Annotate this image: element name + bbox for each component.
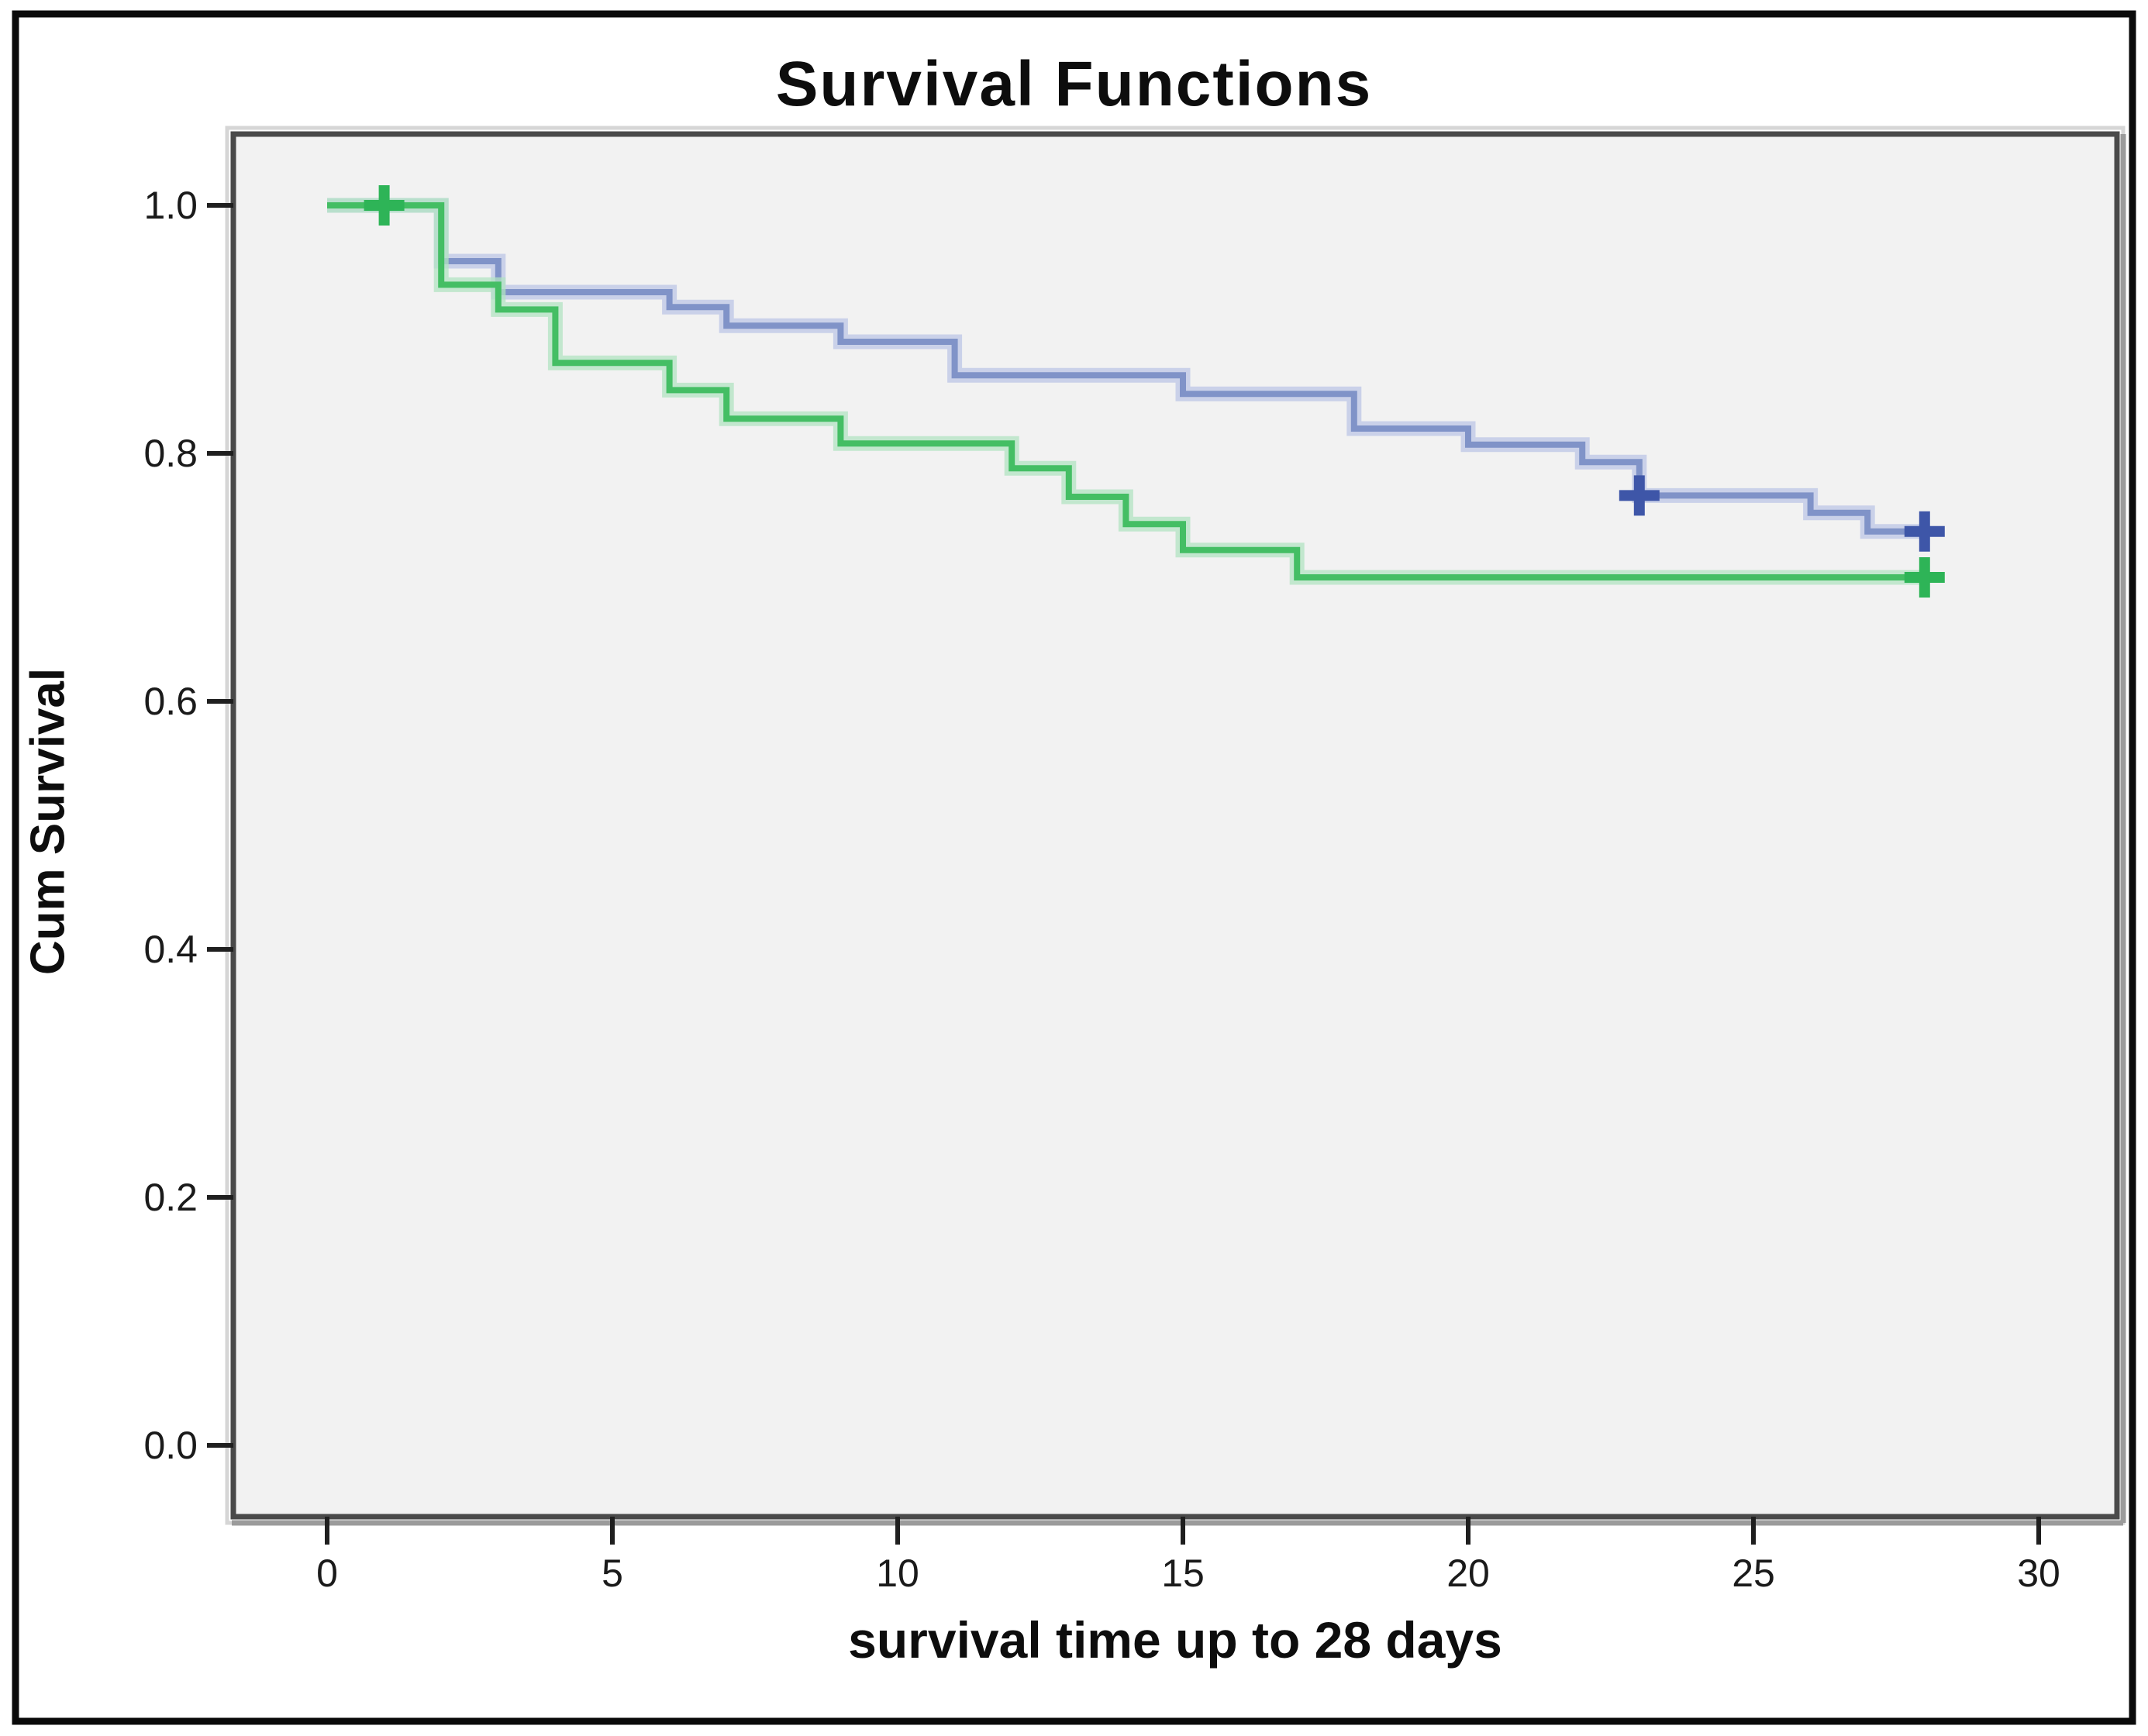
x-tick-label: 30 xyxy=(2017,1552,2060,1595)
y-tick-label: 0.8 xyxy=(143,432,198,475)
x-tick-label: 10 xyxy=(876,1552,919,1595)
survival-curve-group-1-blue xyxy=(327,202,1925,535)
survival-curve-group-2-green xyxy=(327,202,1925,580)
x-tick-label: 20 xyxy=(1446,1552,1490,1595)
y-tick-label: 1.0 xyxy=(143,184,198,227)
plot-area xyxy=(233,134,2117,1517)
chart-title: Survival Functions xyxy=(775,49,1373,119)
x-tick-label: 15 xyxy=(1161,1552,1205,1595)
y-tick-label: 0.2 xyxy=(143,1176,198,1219)
y-tick-label: 0.0 xyxy=(143,1424,198,1467)
x-tick-label: 25 xyxy=(1732,1552,1775,1595)
y-tick-label: 0.6 xyxy=(143,680,198,723)
x-tick-label: 0 xyxy=(316,1552,338,1595)
x-tick-label: 5 xyxy=(602,1552,623,1595)
x-axis-title: survival time up to 28 days xyxy=(848,1611,1502,1669)
y-tick-label: 0.4 xyxy=(143,928,198,971)
outer-border xyxy=(12,10,2136,1725)
plot-frame xyxy=(230,131,2120,1520)
